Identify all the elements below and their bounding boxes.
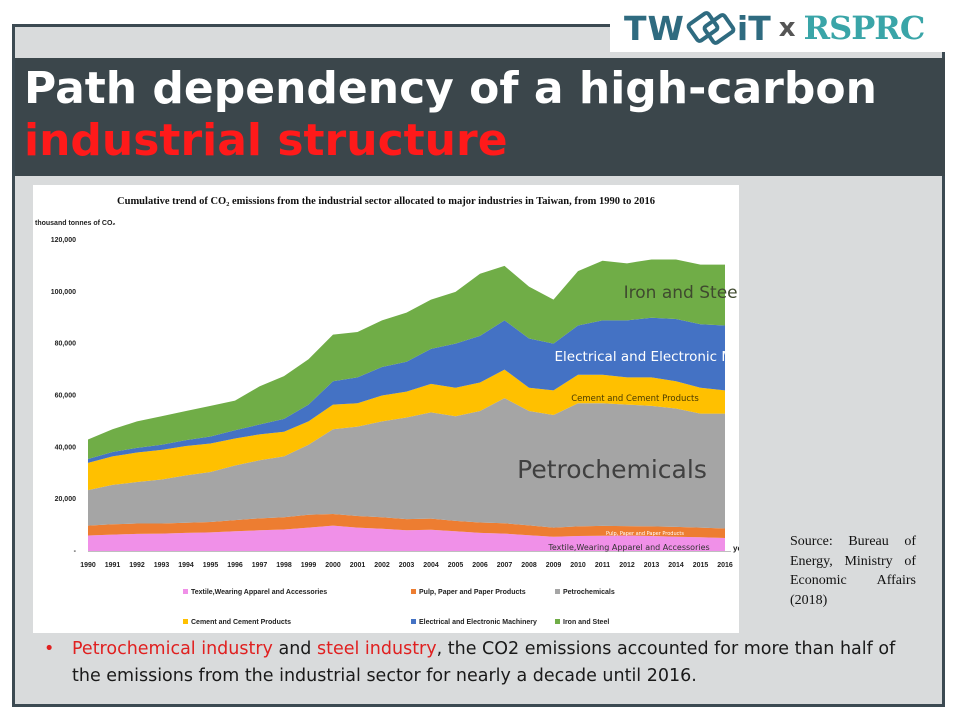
x-tick-label: 2002 [374,562,390,569]
highlight-petrochemical: Petrochemical industry [72,639,273,659]
x-tick-label: 1992 [129,562,145,569]
logo-it: iT [736,8,771,48]
slide-title-line2: industrial structure [24,115,508,166]
x-tick-label: 1993 [154,562,170,569]
y-tick-label: 40,000 [55,444,77,451]
legend-swatch-1 [183,589,188,594]
inline-label-1: Iron and Steel [624,283,739,303]
area-series-4 [88,369,725,491]
inline-label-5: Pulp, Paper and Paper Products [606,531,684,537]
x-tick-label: 2016 [717,562,733,569]
x-tick-label: 1999 [301,562,317,569]
legend-label-4: Cement and Cement Products [191,619,291,626]
y-tick-label: 100,000 [51,289,76,296]
y-tick-label: 20,000 [55,496,77,503]
x-tick-label: 2011 [595,562,610,569]
bullet-body: , the CO2 emissions accounted for more t… [72,639,896,686]
logo-x: x [778,13,796,43]
legend-swatch-2 [411,589,416,594]
y-tick-label: 80,000 [55,341,77,348]
inline-label-2: Electrical and Electronic Machinery [555,349,739,365]
legend-swatch-5 [411,619,416,624]
title-banner: Path dependency of a high-carbon industr… [15,58,945,176]
x-tick-label: 1997 [252,562,268,569]
x-tick-label: 2000 [325,562,341,569]
x-tick-label: 2004 [423,562,439,569]
twit-rsprc-logo: TW iT x RSPRC [624,8,926,48]
bullet-connector: and [272,639,317,659]
area-series-6 [88,259,725,459]
x-axis-label: year [733,544,739,553]
chain-link-icon [686,11,736,45]
y-tick-label: 120,000 [51,237,76,244]
y-tick-label: - [74,548,77,555]
x-tick-label: 2006 [472,562,488,569]
y-tick-label: 60,000 [55,393,77,400]
legend-label-5: Electrical and Electronic Machinery [419,619,537,626]
emissions-chart-panel: Cumulative trend of CO₂ emissions from t… [33,185,739,633]
source-note: Source: Bureau of Energy, Ministry of Ec… [790,534,916,608]
logo-tw: TW [624,8,685,48]
bullet-dot: • [44,639,55,659]
inline-label-6: Textile,Wearing Apparel and Accessories [547,543,709,552]
legend-label-6: Iron and Steel [563,619,609,626]
x-tick-label: 2003 [399,562,415,569]
x-tick-label: 2009 [546,562,562,569]
bullet-point: • Petrochemical industry and steel indus… [44,636,924,690]
y-axis-label: thousand tonnes of CO₂ [35,220,116,227]
logo-rsprc: RSPRC [803,9,926,47]
legend-swatch-4 [183,619,188,624]
x-tick-label: 2015 [693,562,709,569]
x-tick-label: 1998 [276,562,292,569]
area-series-5 [88,317,725,463]
logo-background [610,6,955,52]
x-tick-label: 2005 [448,562,464,569]
area-series-1 [88,525,725,551]
x-tick-label: 2010 [570,562,586,569]
legend-label-3: Petrochemicals [563,589,615,596]
legend-label-1: Textile,Wearing Apparel and Accessories [191,589,327,596]
stacked-area-chart: Cumulative trend of CO₂ emissions from t… [35,196,739,626]
x-tick-label: 2013 [644,562,660,569]
area-series-2 [88,513,725,539]
highlight-steel: steel industry [316,639,437,659]
x-tick-label: 2001 [350,562,366,569]
slide-title-line1: Path dependency of a high-carbon [24,63,877,114]
x-tick-label: 2008 [521,562,537,569]
legend-swatch-3 [555,589,560,594]
inline-label-4: Petrochemicals [517,455,707,484]
inline-label-3: Cement and Cement Products [571,394,699,404]
legend-swatch-6 [555,619,560,624]
x-tick-label: 1995 [203,562,219,569]
x-tick-label: 1990 [80,562,96,569]
chart-title: Cumulative trend of CO₂ emissions from t… [117,196,655,207]
x-tick-label: 2007 [497,562,513,569]
x-tick-label: 2014 [668,562,684,569]
x-tick-label: 2012 [619,562,635,569]
x-tick-label: 1996 [227,562,243,569]
legend-label-2: Pulp, Paper and Paper Products [419,589,526,596]
area-series-3 [88,398,725,529]
x-tick-label: 1994 [178,562,194,569]
x-tick-label: 1991 [105,562,121,569]
bullet-text: Petrochemical industry and steel industr… [72,636,924,690]
